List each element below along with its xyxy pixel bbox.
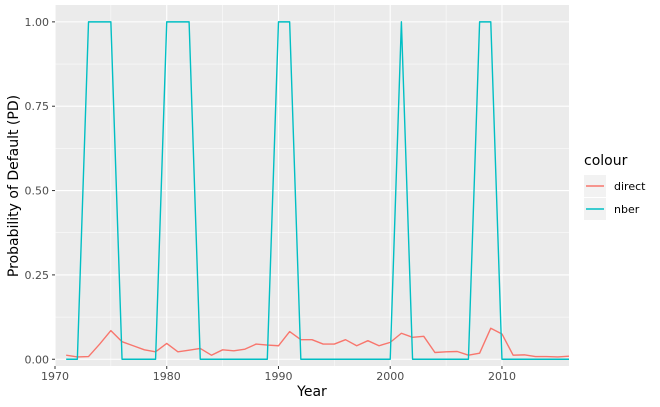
x-axis-title: Year [296,384,327,400]
y-tick-label: 0.25 [25,269,50,282]
legend-label-nber: nber [614,203,640,216]
grid-minor-x [110,5,447,366]
grid-major-x [54,5,503,366]
plot-panel [55,5,569,366]
y-axis-title: Probability of Default (PD) [6,95,22,277]
x-axis: 1970 1980 1990 2000 2010 [41,366,516,383]
legend-label-direct: direct [614,180,646,193]
x-tick-label: 1970 [41,370,69,383]
series-line-direct [66,327,570,358]
series-layer [66,21,570,360]
x-tick-label: 1990 [264,370,292,383]
x-tick-label: 1980 [153,370,181,383]
x-tick-label: 2000 [376,370,404,383]
y-tick-label: 0.75 [25,100,50,113]
x-tick-label: 2010 [488,370,516,383]
y-tick-label: 0.50 [25,185,50,198]
y-axis: 0.00 0.25 0.50 0.75 1.00 [25,16,55,366]
legend: colour direct nber [584,153,646,220]
series-line-nber [66,21,569,360]
legend-title: colour [584,153,628,169]
grid-minor-y [55,63,569,318]
y-tick-label: 1.00 [25,16,50,29]
y-tick-label: 0.00 [25,353,50,366]
